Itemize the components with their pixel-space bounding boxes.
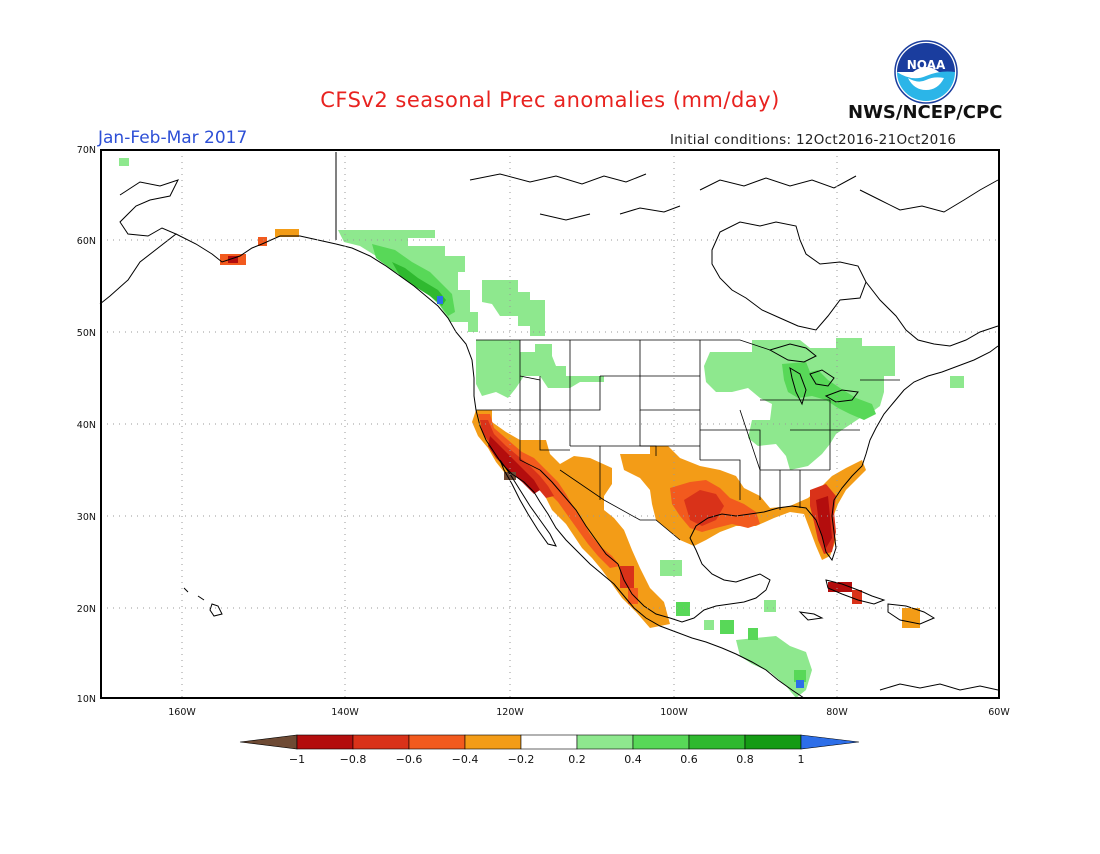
agency-label: NWS/NCEP/CPC (848, 102, 1003, 123)
colorbar-label: 0.6 (680, 753, 698, 766)
colorbar-label: 0.2 (568, 753, 586, 766)
lat-label-30n: 30N (77, 512, 96, 523)
colorbar-segment (296, 734, 354, 750)
colorbar-segment (744, 734, 802, 750)
lat-label-10n: 10N (77, 694, 96, 705)
colorbar-label: −0.6 (396, 753, 423, 766)
colorbar-segment (632, 734, 690, 750)
anomaly-shading (119, 158, 964, 698)
colorbar-label: −1 (289, 753, 305, 766)
colorbar-segment (464, 734, 522, 750)
lat-label-50n: 50N (77, 328, 96, 339)
initial-conditions: Initial conditions: 12Oct2016-21Oct2016 (670, 132, 957, 148)
noaa-logo: NOAA (894, 40, 958, 104)
chart-title: CFSv2 seasonal Prec anomalies (mm/day) (320, 88, 780, 112)
map-frame (100, 149, 1000, 699)
forecast-period: Jan-Feb-Mar 2017 (98, 128, 248, 148)
colorbar-segment (352, 734, 410, 750)
colorbar-label: 1 (798, 753, 805, 766)
lon-label-140w: 140W (331, 707, 359, 718)
grid-lines (101, 150, 999, 698)
lon-label-100w: 100W (660, 707, 688, 718)
latitude-labels: 70N 60N 50N 40N 30N 20N 10N (77, 145, 96, 705)
lat-label-40n: 40N (77, 420, 96, 431)
colorbar: −1 −0.8 −0.6 −0.4 −0.2 0.2 0.4 0.6 0.8 1 (239, 734, 860, 766)
colorbar-label: −0.4 (452, 753, 479, 766)
coastlines (99, 152, 999, 699)
colorbar-label: 0.8 (736, 753, 754, 766)
colorbar-segment-above-max (800, 734, 860, 750)
lat-label-60n: 60N (77, 236, 96, 247)
lat-label-70n: 70N (77, 145, 96, 156)
colorbar-label: 0.4 (624, 753, 642, 766)
colorbar-label: −0.8 (340, 753, 367, 766)
lon-label-60w: 60W (988, 707, 1010, 718)
lon-label-80w: 80W (826, 707, 848, 718)
longitude-labels: 160W 140W 120W 100W 80W 60W (168, 707, 1010, 718)
colorbar-label: −0.2 (508, 753, 535, 766)
colorbar-segment (408, 734, 466, 750)
colorbar-segment-below-min (239, 734, 298, 750)
colorbar-segment (520, 734, 578, 750)
colorbar-segment (576, 734, 634, 750)
colorbar-segment (688, 734, 746, 750)
noaa-logo-text: NOAA (907, 58, 946, 72)
political-borders (476, 339, 900, 541)
lat-label-20n: 20N (77, 604, 96, 615)
lon-label-160w: 160W (168, 707, 196, 718)
lon-label-120w: 120W (496, 707, 524, 718)
